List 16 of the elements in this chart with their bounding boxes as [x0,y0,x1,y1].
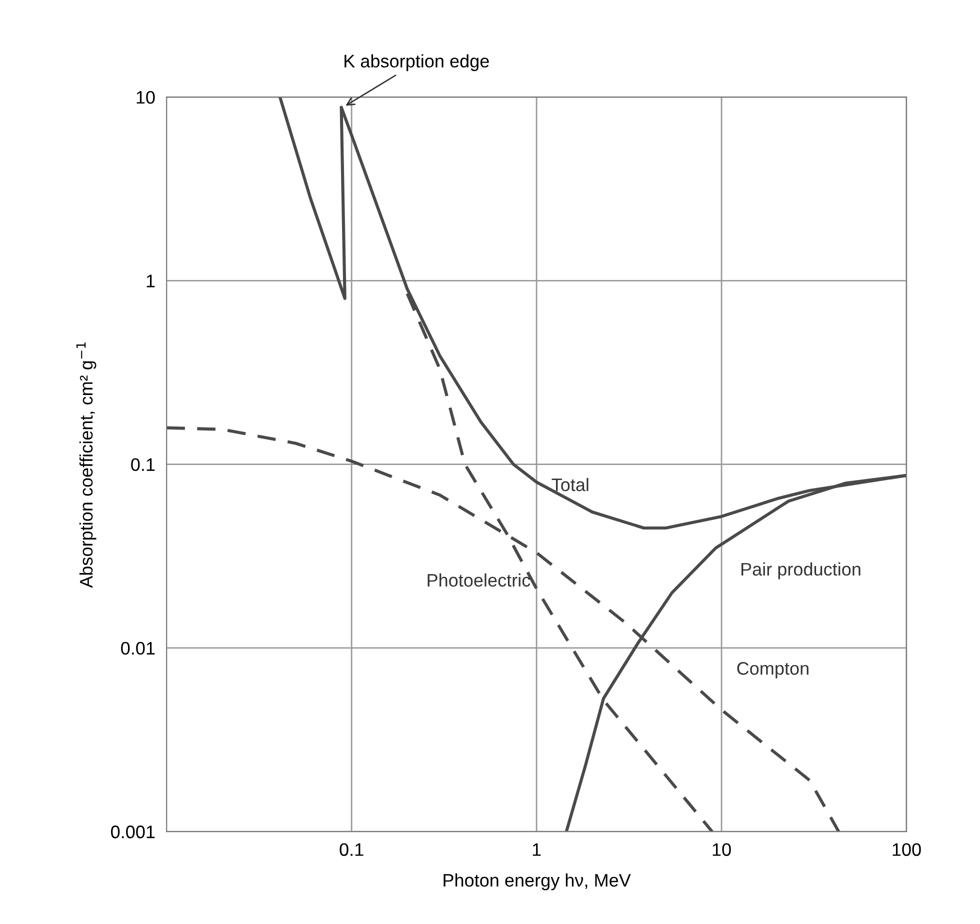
annotation: K absorption edge [344,54,489,72]
y-tick-label: 10 [136,90,155,104]
series-label: Photoelectric [428,573,530,587]
y-tick-label: 0.01 [121,642,155,655]
x-tick-label: 10 [712,843,731,856]
x-tick-label: 100 [892,843,921,856]
y-tick-label: 1 [146,274,155,288]
series-label: Compton [737,662,808,678]
x-tick-label: 1 [532,843,541,856]
x-axis-title: Photon energy hν, MeV [444,873,631,890]
series-label: Pair production [742,562,860,580]
y-tick-label: 0.1 [131,458,155,472]
y-tick-label: 0.001 [111,826,155,838]
series-label: Total [552,478,588,492]
x-tick-label: 0.1 [340,843,364,856]
y-axis-title: Absorption coefficient, cm² g$^{−1}$ [76,342,96,588]
